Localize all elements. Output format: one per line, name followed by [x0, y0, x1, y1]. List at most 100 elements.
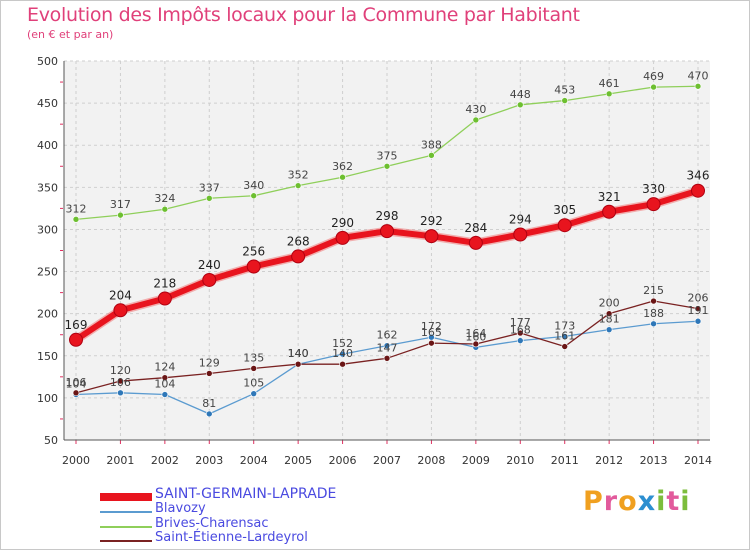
data-point-0: [69, 332, 83, 347]
x-tick-label: 2000: [62, 454, 90, 467]
data-label-3: 140: [332, 347, 353, 360]
data-label-3: 215: [643, 284, 664, 297]
data-point-0: [157, 291, 172, 306]
data-point-1: [250, 390, 258, 397]
x-tick-label: 2001: [106, 454, 134, 467]
y-tick-label: 350: [37, 181, 58, 194]
data-label-2: 375: [377, 149, 398, 162]
data-label-0: 330: [642, 182, 665, 196]
x-tick-label: 2010: [506, 454, 534, 467]
data-label-3: 120: [110, 364, 131, 377]
data-label-2: 470: [688, 69, 709, 82]
data-label-0: 298: [376, 209, 399, 223]
data-point-0: [602, 204, 617, 219]
data-label-0: 218: [153, 277, 176, 291]
data-label-3: 165: [421, 326, 442, 339]
data-point-2: [472, 116, 480, 124]
data-point-2: [561, 97, 569, 104]
x-tick-label: 2013: [640, 454, 668, 467]
data-point-0: [646, 197, 661, 212]
data-label-0: 305: [553, 203, 576, 217]
y-tick-label: 50: [44, 434, 58, 447]
data-label-2: 362: [332, 160, 353, 173]
data-label-2: 337: [199, 181, 220, 194]
x-tick-label: 2009: [462, 454, 490, 467]
data-point-2: [339, 173, 346, 181]
data-point-1: [339, 350, 346, 358]
data-label-3: 147: [377, 341, 398, 354]
data-point-1: [117, 389, 124, 397]
data-point-2: [205, 194, 213, 202]
y-tick-label: 300: [37, 223, 58, 236]
y-tick-label: 400: [37, 139, 58, 152]
legend-label-saint-germain-laprade: SAINT-GERMAIN-LAPRADE: [155, 486, 337, 502]
data-label-0: 169: [65, 318, 88, 332]
data-label-3: 135: [243, 351, 264, 364]
brand-letter: i: [656, 486, 667, 517]
data-point-3: [117, 377, 124, 385]
data-label-3: 161: [554, 330, 575, 343]
data-point-1: [161, 391, 169, 398]
data-label-1: 168: [510, 324, 531, 337]
data-point-3: [250, 365, 258, 372]
data-label-1: 106: [110, 376, 131, 389]
data-label-2: 430: [465, 103, 486, 116]
brand-letter: x: [637, 486, 657, 517]
data-point-3: [472, 340, 480, 348]
data-label-2: 312: [66, 202, 87, 215]
data-label-0: 346: [687, 169, 710, 183]
data-label-0: 204: [109, 288, 132, 302]
data-label-3: 177: [510, 316, 531, 329]
data-point-2: [383, 162, 391, 170]
legend-swatch-saint-etienne-lardeyrol: [100, 540, 152, 542]
data-label-1: 152: [332, 337, 353, 350]
data-point-3: [561, 343, 569, 350]
brand-logo: Proxiti: [583, 486, 691, 517]
data-label-1: 191: [688, 304, 709, 317]
chart-title: Evolution des Impôts locaux pour la Comm…: [27, 4, 580, 26]
legend-swatch-blavozy: [100, 511, 152, 513]
data-point-2: [72, 216, 80, 223]
data-point-3: [72, 389, 80, 397]
data-point-3: [205, 370, 213, 377]
data-label-3: 206: [688, 292, 709, 305]
data-label-2: 448: [510, 88, 531, 101]
data-point-2: [250, 192, 258, 200]
data-label-2: 317: [110, 198, 131, 211]
data-point-3: [650, 297, 657, 305]
data-point-3: [339, 360, 346, 368]
data-point-0: [113, 303, 128, 318]
data-point-2: [605, 90, 613, 98]
data-point-1: [650, 320, 657, 328]
data-point-3: [428, 339, 435, 347]
data-label-0: 290: [331, 216, 354, 230]
x-tick-label: 2005: [284, 454, 312, 467]
brand-letter: o: [618, 486, 638, 517]
y-tick-label: 250: [37, 266, 58, 279]
data-point-0: [202, 272, 217, 287]
data-label-1: 105: [243, 377, 264, 390]
legend-label-saint-etienne-lardeyrol: Saint-Étienne-Lardeyrol: [155, 530, 308, 545]
data-point-1: [205, 410, 213, 418]
data-label-2: 461: [599, 77, 620, 90]
data-point-3: [605, 310, 613, 317]
data-label-2: 388: [421, 138, 442, 151]
data-label-0: 240: [198, 258, 221, 272]
data-point-2: [117, 211, 124, 219]
data-label-3: 164: [465, 327, 486, 340]
line-chart: 50 100 150 200 250 300 350 400 450 500 2000 2001 200…: [37, 55, 712, 467]
data-label-0: 294: [509, 212, 532, 226]
data-point-0: [424, 229, 439, 244]
data-label-2: 453: [554, 84, 575, 97]
legend-label-brives-charensac: Brives-Charensac: [155, 516, 269, 531]
y-tick-label: 450: [37, 97, 58, 110]
data-label-1: 172: [421, 320, 442, 333]
data-label-1: 81: [202, 397, 216, 410]
data-point-0: [557, 218, 572, 233]
data-point-0: [691, 183, 705, 198]
data-label-1: 181: [599, 313, 620, 326]
data-label-0: 292: [420, 214, 443, 228]
data-label-3: 106: [66, 376, 87, 389]
data-label-3: 140: [288, 347, 309, 360]
brand-letter: P: [583, 486, 604, 517]
